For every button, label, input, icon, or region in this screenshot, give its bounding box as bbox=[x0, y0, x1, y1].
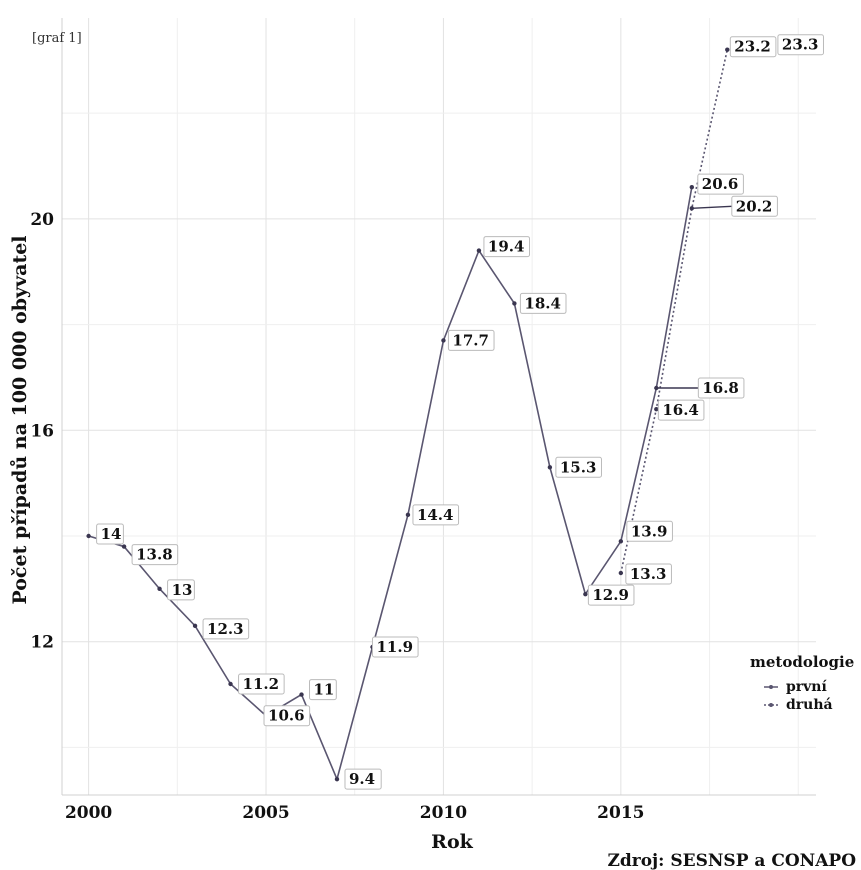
annotation-label-box bbox=[777, 34, 824, 56]
data-point bbox=[334, 776, 340, 782]
data-label: 10.6 bbox=[268, 707, 305, 725]
data-label-box bbox=[626, 520, 673, 542]
data-label: 23.2 bbox=[734, 38, 771, 56]
data-label: 13.3 bbox=[630, 565, 667, 583]
series-line-druha bbox=[620, 49, 729, 574]
data-label: 14 bbox=[101, 525, 122, 543]
data-point bbox=[299, 692, 304, 697]
x-tick-label: 2000 bbox=[65, 803, 112, 823]
data-label-box bbox=[625, 563, 672, 585]
data-label: 17.7 bbox=[452, 331, 489, 349]
data-point bbox=[725, 47, 730, 52]
data-point bbox=[583, 591, 588, 597]
data-point bbox=[441, 338, 446, 343]
data-point bbox=[228, 681, 233, 687]
data-point bbox=[121, 544, 127, 549]
data-point bbox=[547, 465, 553, 470]
data-label-box bbox=[729, 36, 777, 58]
data-label-box bbox=[447, 329, 495, 351]
data-point bbox=[689, 184, 695, 190]
data-label-box bbox=[483, 236, 531, 258]
data-label-box bbox=[555, 456, 602, 478]
chart-tag: [graf 1] bbox=[32, 31, 82, 46]
legend-entry-druha: druhá bbox=[786, 697, 833, 713]
grid bbox=[62, 18, 816, 795]
data-label: 11.9 bbox=[376, 638, 413, 656]
data-label: 13.9 bbox=[631, 522, 668, 540]
data-label-box bbox=[238, 673, 285, 695]
label-leader-line bbox=[691, 205, 732, 209]
data-label-box bbox=[519, 292, 567, 314]
data-label: 16.4 bbox=[662, 401, 699, 419]
y-tick-label: 16 bbox=[30, 421, 54, 441]
data-label: 13 bbox=[172, 581, 193, 599]
x-tick-label: 2005 bbox=[242, 803, 289, 823]
legend-title: metodologie bbox=[750, 653, 854, 671]
data-label: 14.4 bbox=[417, 506, 454, 524]
data-label: 9.4 bbox=[349, 770, 375, 788]
data-label: 16.8 bbox=[702, 379, 739, 397]
series-layer bbox=[86, 47, 730, 782]
data-point bbox=[654, 406, 659, 412]
data-label-box bbox=[131, 544, 179, 566]
data-point bbox=[476, 248, 482, 253]
data-label-box bbox=[202, 618, 250, 640]
data-label-box bbox=[657, 399, 705, 421]
data-label-box bbox=[697, 173, 744, 195]
data-label-box bbox=[587, 584, 635, 606]
y-tick-label: 20 bbox=[30, 210, 54, 230]
data-point bbox=[512, 301, 517, 306]
legend-swatch-dotted-dot bbox=[769, 703, 773, 707]
source-note: Zdroj: SESNSP a CONAPO bbox=[607, 851, 856, 870]
legend: metodologie první druhá bbox=[750, 653, 854, 713]
data-point bbox=[157, 586, 162, 592]
data-label-box bbox=[371, 636, 419, 658]
data-label-box bbox=[731, 195, 778, 217]
data-label: 13.8 bbox=[136, 546, 173, 564]
data-point bbox=[405, 512, 411, 518]
data-label-box bbox=[309, 679, 337, 701]
y-axis-title: Počet případů na 100 000 obyvatel bbox=[9, 235, 31, 604]
data-point bbox=[618, 539, 624, 544]
x-tick-label: 2015 bbox=[597, 803, 644, 823]
data-label-box bbox=[697, 377, 745, 399]
data-label: 19.4 bbox=[488, 238, 525, 256]
data-label-box bbox=[412, 504, 460, 526]
data-point bbox=[192, 623, 198, 629]
x-tick-label: 2010 bbox=[420, 803, 467, 823]
data-label-box bbox=[263, 705, 311, 727]
data-label-box bbox=[96, 523, 124, 545]
series-line-prvni bbox=[88, 187, 693, 782]
data-label-box bbox=[344, 768, 382, 790]
y-tick-label: 12 bbox=[30, 633, 54, 653]
axes: 2000 2005 2010 2015 12 16 20 bbox=[30, 18, 816, 823]
x-axis-title: Rok bbox=[431, 831, 473, 853]
data-point bbox=[86, 533, 91, 539]
data-label: 20.6 bbox=[702, 175, 739, 193]
data-label-box bbox=[167, 579, 195, 601]
data-label: 11 bbox=[314, 681, 335, 699]
data-label: 15.3 bbox=[560, 458, 597, 476]
legend-swatch-solid-dot bbox=[769, 685, 773, 689]
legend-entry-prvni: první bbox=[786, 679, 827, 695]
data-point bbox=[618, 570, 624, 576]
data-label: 20.2 bbox=[736, 197, 773, 215]
data-labels: 14 13.8 13 12.3 11.2 10.6 11 9.4 11.9 14.4 17.7 19.… bbox=[96, 34, 824, 790]
data-label: 18.4 bbox=[524, 294, 561, 312]
data-label: 12.3 bbox=[207, 620, 244, 638]
data-label: 12.9 bbox=[592, 586, 629, 604]
data-label: 11.2 bbox=[243, 675, 280, 693]
annotation-label: 23.3 bbox=[782, 36, 819, 54]
